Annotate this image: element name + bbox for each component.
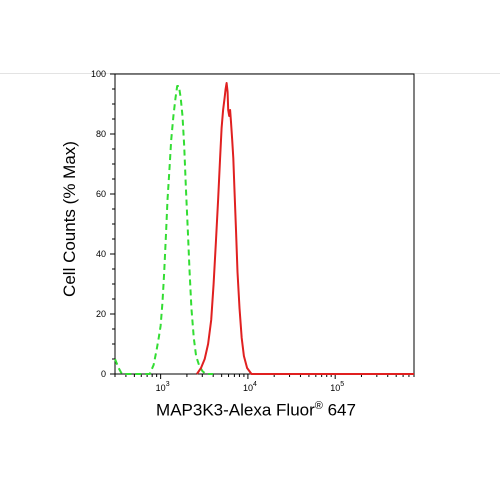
x-tick-label: 103: [156, 381, 170, 393]
x-axis-label-tail: 647: [322, 400, 356, 420]
y-tick-label: 40: [96, 249, 106, 259]
y-tick-label: 20: [96, 309, 106, 319]
x-axis-label: MAP3K3-Alexa Fluor® 647: [0, 400, 500, 421]
y-tick-label: 60: [96, 189, 106, 199]
y-tick-label: 100: [91, 69, 106, 79]
x-tick-label: 105: [330, 381, 344, 393]
series-layer: [114, 82, 414, 375]
y-tick-label: 0: [101, 369, 106, 379]
x-axis-label-main: MAP3K3-Alexa Fluor: [156, 400, 315, 420]
sample-histogram-line: [196, 82, 414, 375]
control-histogram-line: [114, 85, 214, 375]
x-tick-label: 104: [243, 381, 257, 393]
x-axis-label-registered: ®: [314, 400, 323, 412]
y-axis-label: Cell Counts (% Max): [60, 141, 79, 297]
chart-axes: 0 20 40 60 80 100 103 104 105: [91, 69, 415, 393]
y-tick-label: 80: [96, 129, 106, 139]
